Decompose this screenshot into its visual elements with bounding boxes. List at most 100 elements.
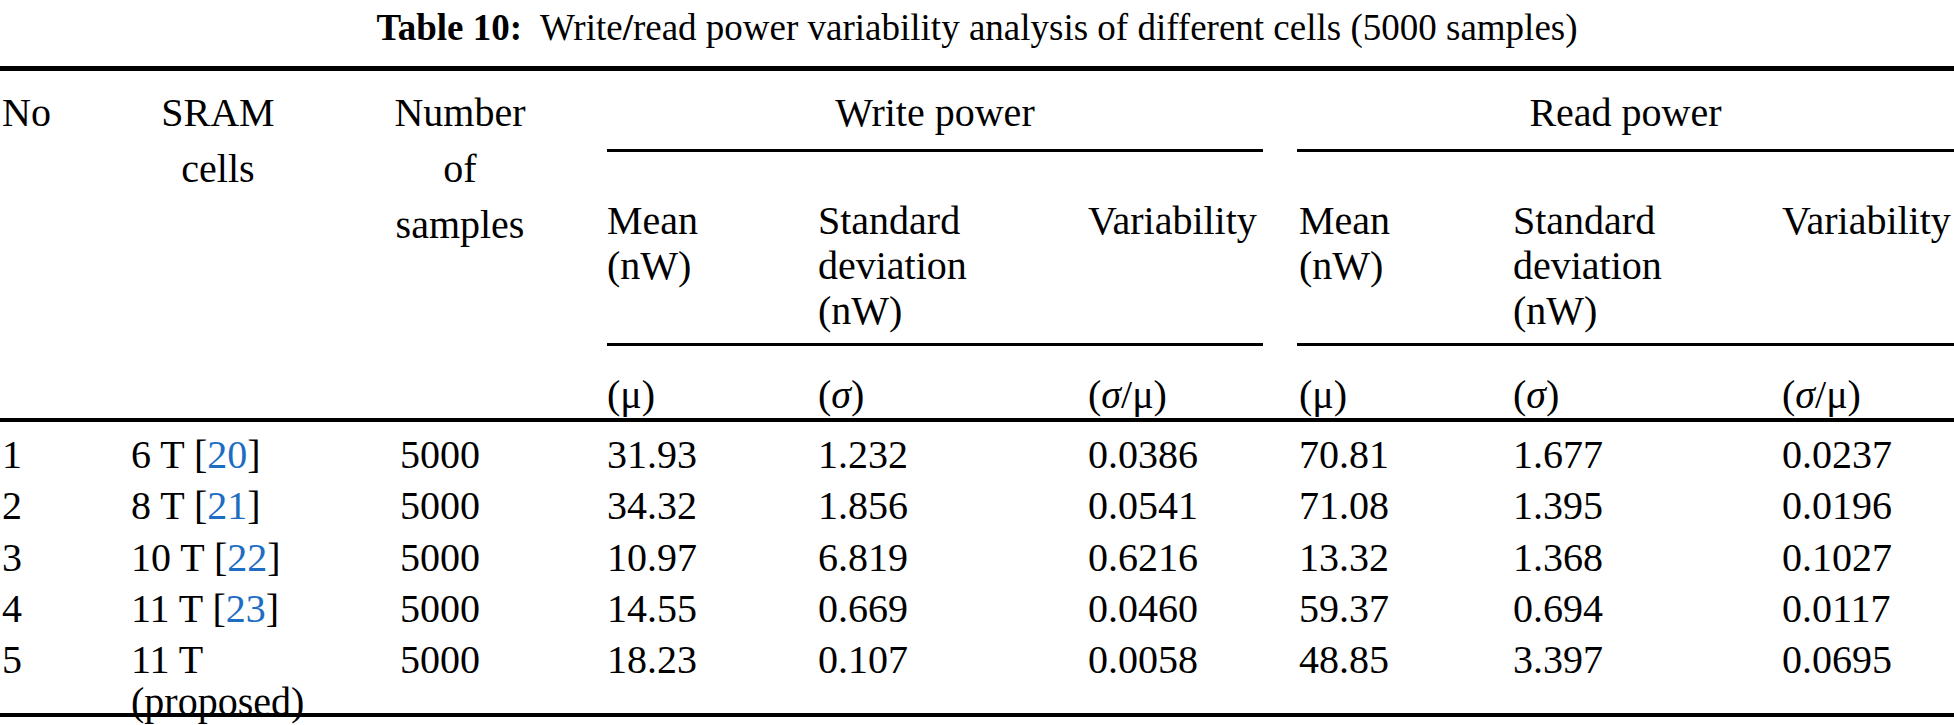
sigma-glyph: σ [1526, 372, 1546, 417]
table-number-label: Table 10: [376, 7, 522, 48]
cell-label: 11 T [131, 637, 203, 682]
citation-link[interactable]: 20 [207, 432, 247, 477]
row-number: 2 [2, 483, 22, 529]
read-power-spanner-rule [1297, 149, 1954, 152]
table-row: 2 8 T [21] 5000 34.32 1.856 0.0541 71.08… [0, 483, 1954, 534]
caption-text-post: read power variability analysis of diffe… [633, 7, 1578, 48]
symbol-read-mu: (μ) [1299, 375, 1347, 415]
bracket-open: [ [184, 483, 207, 528]
samples-value: 5000 [400, 432, 480, 478]
write-variability-value: 0.0460 [1088, 586, 1198, 632]
write-mean-value: 14.55 [607, 586, 697, 632]
bracket-close: ] [267, 535, 280, 580]
citation-link[interactable]: 21 [207, 483, 247, 528]
symbol-read-sigma: (σ) [1513, 375, 1559, 415]
sram-cell-name: 11 T [131, 637, 203, 683]
ratio-rest: /μ) [1815, 372, 1861, 417]
cell-label: 10 T [131, 535, 204, 580]
paren: ) [851, 372, 864, 417]
write-mean-value: 34.32 [607, 483, 697, 529]
write-variability-value: 0.0541 [1088, 483, 1198, 529]
cell-label: 6 T [131, 432, 184, 477]
read-variability-value: 0.1027 [1782, 535, 1892, 581]
caption-text-pre: Write [522, 7, 623, 48]
spanner-header-read-power: Read power [1297, 85, 1954, 141]
paren: ( [1782, 372, 1795, 417]
symbol-read-sigma-over-mu: (σ/μ) [1782, 375, 1861, 415]
bracket-close: ] [266, 586, 279, 631]
table-row: 4 11 T [23] 5000 14.55 0.669 0.0460 59.3… [0, 586, 1954, 637]
write-variability-value: 0.0058 [1088, 637, 1198, 683]
read-variability-value: 0.0117 [1782, 586, 1891, 632]
symbol-write-sigma-over-mu: (σ/μ) [1088, 375, 1167, 415]
read-std-value: 1.395 [1513, 483, 1603, 529]
symbol-write-mu: (μ) [607, 375, 655, 415]
spanner-header-write-power: Write power [607, 85, 1263, 141]
top-rule [0, 66, 1954, 71]
cell-label: 11 T [131, 586, 203, 631]
read-std-value: 0.694 [1513, 586, 1603, 632]
row-number: 4 [2, 586, 22, 632]
sram-cell-name: 6 T [20] [131, 432, 261, 478]
cell-label: 8 T [131, 483, 184, 528]
row-number: 5 [2, 637, 22, 683]
write-variability-value: 0.6216 [1088, 535, 1198, 581]
col-header-write-std: Standard deviation (nW) [818, 198, 967, 333]
write-std-value: 0.107 [818, 637, 908, 683]
samples-value: 5000 [400, 637, 480, 683]
paren: ) [1546, 372, 1559, 417]
bracket-open: [ [184, 432, 207, 477]
samples-value: 5000 [400, 535, 480, 581]
bracket-close: ] [247, 483, 260, 528]
read-variability-value: 0.0237 [1782, 432, 1892, 478]
sram-cell-name: 8 T [21] [131, 483, 261, 529]
sigma-glyph: σ [831, 372, 851, 417]
table-row: 3 10 T [22] 5000 10.97 6.819 0.6216 13.3… [0, 535, 1954, 586]
read-mean-value: 70.81 [1299, 432, 1389, 478]
col-header-write-variability: Variability [1088, 198, 1257, 243]
write-std-value: 1.856 [818, 483, 908, 529]
samples-value: 5000 [400, 483, 480, 529]
header-body-rule [0, 418, 1954, 422]
sram-cell-name: 11 T [23] [131, 586, 279, 632]
cell-note: (proposed) [131, 679, 304, 725]
read-mean-value: 59.37 [1299, 586, 1389, 632]
write-subheader-rule [607, 343, 1263, 346]
write-variability-value: 0.0386 [1088, 432, 1198, 478]
citation-link[interactable]: 23 [226, 586, 266, 631]
sram-cell-name: 10 T [22] [131, 535, 281, 581]
write-std-value: 6.819 [818, 535, 908, 581]
sigma-glyph: σ [1101, 372, 1121, 417]
col-header-sram-cells: SRAM cells [128, 85, 308, 197]
bracket-open: [ [204, 535, 227, 580]
table-row: 1 6 T [20] 5000 31.93 1.232 0.0386 70.81… [0, 432, 1954, 483]
col-header-read-mean: Mean (nW) [1299, 198, 1390, 288]
read-std-value: 1.368 [1513, 535, 1603, 581]
bracket-open: [ [203, 586, 226, 631]
table-row: 5 11 T 5000 18.23 0.107 0.0058 48.85 3.3… [0, 637, 1954, 688]
row-number: 3 [2, 535, 22, 581]
row-number: 1 [2, 432, 22, 478]
symbol-write-sigma: (σ) [818, 375, 864, 415]
ratio-rest: /μ) [1121, 372, 1167, 417]
read-std-value: 1.677 [1513, 432, 1603, 478]
read-variability-value: 0.0196 [1782, 483, 1892, 529]
caption-slash: / [623, 7, 633, 48]
table-caption: Table 10: Write/read power variability a… [0, 4, 1954, 52]
write-mean-value: 31.93 [607, 432, 697, 478]
read-subheader-rule [1297, 343, 1954, 346]
read-mean-value: 71.08 [1299, 483, 1389, 529]
read-variability-value: 0.0695 [1782, 637, 1892, 683]
write-std-value: 1.232 [818, 432, 908, 478]
read-mean-value: 13.32 [1299, 535, 1389, 581]
sigma-glyph: σ [1795, 372, 1815, 417]
write-std-value: 0.669 [818, 586, 908, 632]
col-header-no: No [2, 85, 51, 141]
read-std-value: 3.397 [1513, 637, 1603, 683]
write-mean-value: 10.97 [607, 535, 697, 581]
write-mean-value: 18.23 [607, 637, 697, 683]
citation-link[interactable]: 22 [227, 535, 267, 580]
paren: ( [1513, 372, 1526, 417]
write-power-spanner-rule [607, 149, 1263, 152]
col-header-number-of-samples: Number of samples [385, 85, 535, 253]
